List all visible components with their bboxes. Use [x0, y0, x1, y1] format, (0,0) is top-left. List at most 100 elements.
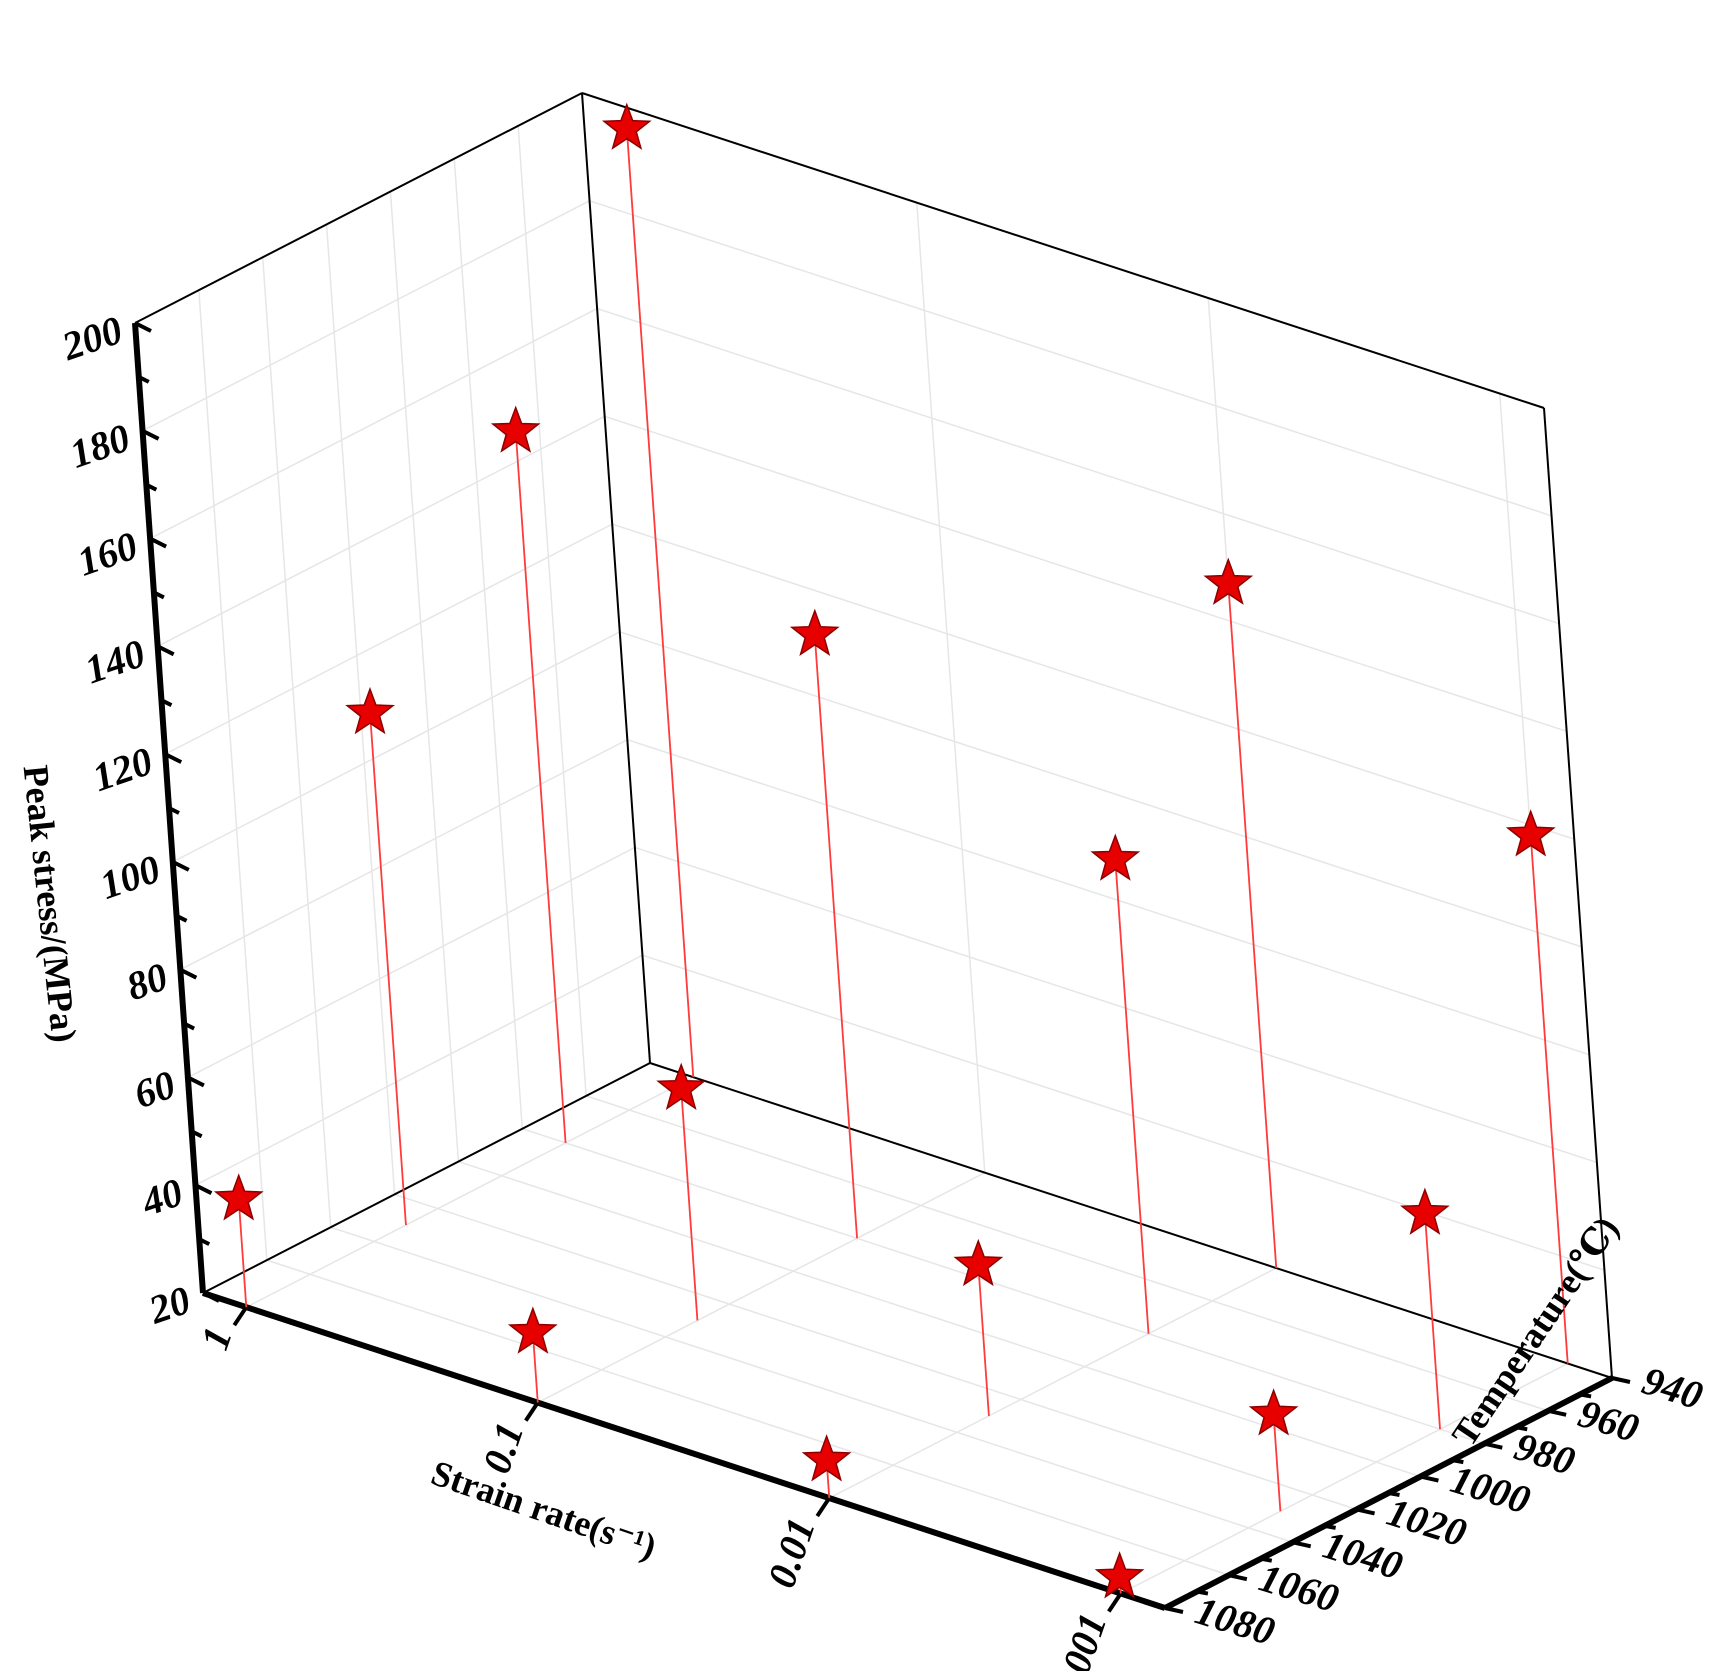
grid-line-z-back [611, 523, 1575, 840]
z-tick-label: 160 [72, 523, 143, 585]
x-axis-tick [815, 1496, 831, 1518]
z-axis-tick [134, 321, 152, 333]
grid-line-y-floor [394, 1193, 1357, 1511]
grid-line-x-floor [245, 1076, 694, 1308]
frame-edge-floor-left [202, 1062, 651, 1294]
grid-line-z-left [142, 200, 590, 432]
grid-line-x-floor [537, 1171, 986, 1404]
drop-line [1529, 835, 1569, 1364]
y-axis-tick [1419, 1474, 1439, 1483]
z-tick-label: 200 [56, 307, 128, 369]
y-tick-label: 960 [1574, 1390, 1645, 1451]
grid-line-z-back [589, 200, 1552, 517]
frame-edge-right-vertical [1543, 407, 1613, 1379]
frame-edge-top-left [134, 92, 583, 324]
y-axis-tick [1611, 1376, 1631, 1384]
grid-line-z-left [157, 415, 606, 648]
z-axis-tick [183, 1021, 196, 1031]
z-tick-label: 100 [94, 846, 165, 908]
z-axis-tick [171, 860, 190, 872]
z-tick-label: 40 [135, 1169, 188, 1225]
drop-line [977, 1264, 990, 1416]
y-axis-tick [1164, 1606, 1184, 1614]
y-axis-tick [1324, 1523, 1337, 1530]
drop-line [514, 431, 567, 1143]
grid-line-z-left [195, 954, 643, 1186]
z-axis-tick [149, 536, 168, 549]
data-point-star [1505, 809, 1556, 857]
grid-lines [134, 92, 1613, 1609]
z-axis-tick [137, 375, 150, 384]
grid-line-z-back [642, 954, 1605, 1271]
x-axis-line [202, 1290, 1166, 1611]
data-point-star [656, 1062, 707, 1110]
drop-line [813, 634, 858, 1239]
drop-line [1227, 583, 1278, 1269]
drop-line [531, 1332, 539, 1403]
drop-line [1272, 1414, 1282, 1512]
data-point-star [345, 686, 395, 735]
data-points [213, 102, 1556, 1599]
z-axis-tick [179, 967, 198, 980]
grid-line-z-back [604, 415, 1567, 733]
grid-line-y-left [389, 191, 460, 1162]
grid-line-y-left [453, 158, 524, 1129]
grid-line-z-left [149, 307, 598, 540]
z-axis-tick [186, 1075, 205, 1088]
grid-line-z-back [619, 631, 1583, 948]
drop-line [369, 713, 407, 1226]
drop-line [625, 128, 695, 1078]
z-tick-label: 80 [121, 954, 173, 1010]
drop-line [1424, 1213, 1441, 1430]
y-axis-tick [1547, 1408, 1567, 1417]
grid-line-y-floor [522, 1128, 1485, 1445]
grid-line-z-left [164, 523, 613, 755]
grid-line-x-floor [1120, 1362, 1569, 1595]
z-axis-tick [141, 428, 160, 441]
y-axis-tick [1579, 1392, 1592, 1399]
z-tick-label: 60 [128, 1061, 180, 1117]
grid-line-y-floor [458, 1160, 1421, 1478]
x-tick-label: 1 [192, 1321, 241, 1355]
z-axis-tick [175, 913, 188, 923]
z-axis-title: Peak stress/(MPa) [16, 763, 85, 1044]
z-axis-tick [164, 752, 183, 764]
z-tick-label: 120 [87, 738, 158, 800]
grid-line-z-back [596, 307, 1560, 625]
x-axis-tick [1107, 1592, 1123, 1613]
data-point-star [789, 608, 840, 656]
y-axis-tick [1196, 1589, 1209, 1596]
data-point-star [1090, 833, 1141, 881]
grid-line-y-floor [266, 1259, 1230, 1576]
grid-line-z-left [172, 631, 621, 863]
y-axis-tick [1260, 1556, 1273, 1563]
x-axis-tick [524, 1401, 540, 1422]
data-point-star [1400, 1187, 1450, 1235]
drop-line [680, 1088, 699, 1321]
z-tick-label: 180 [64, 415, 135, 477]
data-point-star [507, 1306, 558, 1354]
z-axis-tick [160, 698, 173, 708]
data-point-star [1248, 1388, 1299, 1436]
x-tick-label: 0.001 [1043, 1608, 1115, 1671]
y-axis-tick [1228, 1573, 1248, 1582]
axis-ticks [134, 321, 1631, 1614]
data-point-star [1094, 1551, 1145, 1599]
data-point-star [953, 1238, 1004, 1287]
z-axis-tick [145, 482, 158, 492]
y-axis-tick [1356, 1507, 1376, 1516]
tick-labels: 2040608010012014016018020010.10.010.0019… [56, 307, 1708, 1671]
z-axis-tick [168, 806, 180, 815]
z-tick-label: 20 [143, 1277, 196, 1333]
data-point-star [490, 405, 541, 453]
grid-line-z-back [634, 846, 1598, 1164]
frame-edge-back-vertical [581, 92, 651, 1064]
grid-line-y-floor [330, 1226, 1293, 1543]
data-point-star [801, 1434, 852, 1482]
x-axis-title: Strain rate(s⁻¹) [426, 1453, 661, 1567]
y-axis-tick [1451, 1458, 1464, 1465]
z-tick-label: 140 [79, 630, 150, 692]
x-tick-label: 0.01 [758, 1512, 823, 1593]
grid-line-x-back [916, 202, 986, 1173]
